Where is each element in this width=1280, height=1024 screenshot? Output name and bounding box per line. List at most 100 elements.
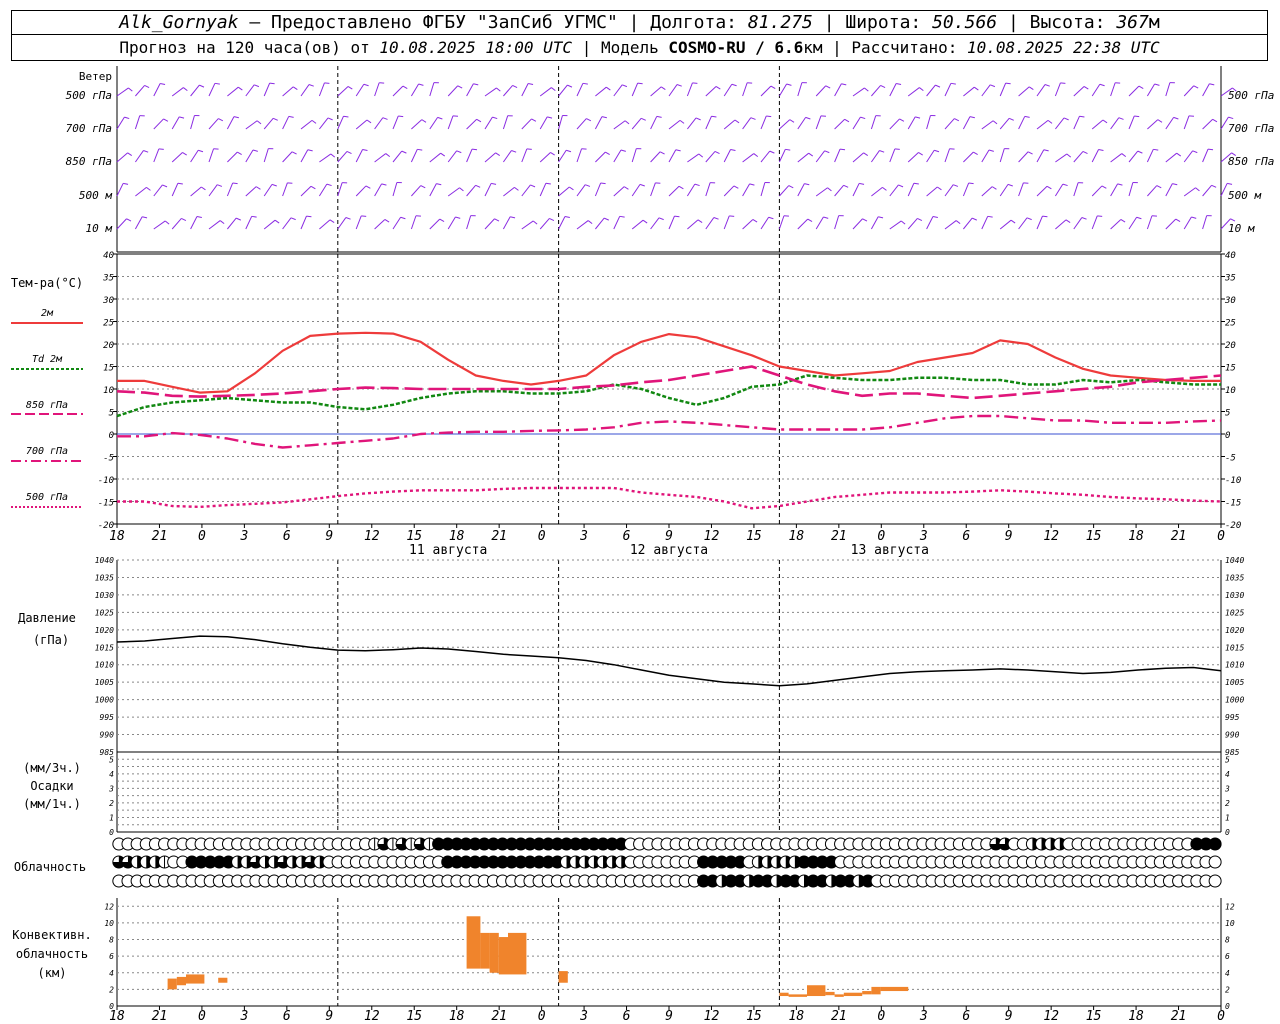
precip-unit-3h: (мм/3ч.): [23, 761, 81, 775]
wind-barb-feather: [496, 87, 501, 92]
wind-barb: [392, 216, 402, 230]
wind-barb: [558, 84, 568, 97]
wind-barb: [944, 118, 955, 130]
wind-barb-feather: [882, 186, 887, 191]
cloud-cover-mark: [496, 856, 509, 868]
cloud-cover-mark: [450, 856, 463, 868]
wind-barb: [1054, 183, 1064, 197]
wind-barb: [1147, 185, 1158, 197]
wind-barb: [1036, 84, 1046, 97]
wind-barb-feather: [862, 218, 868, 222]
wind-barb: [723, 149, 732, 163]
conv-tick-label-right: 10: [1225, 919, 1235, 928]
wind-barb: [208, 83, 216, 97]
cloud-cover-mark: [1190, 838, 1203, 850]
cloud-cover-mark: [551, 856, 564, 868]
time-label-temp: 3: [579, 529, 588, 544]
wind-barb-feather: [623, 186, 629, 190]
wind-level-700hpa-right: 700 гПа: [1228, 122, 1274, 135]
wind-barb-feather: [272, 117, 278, 121]
run-time: 10.08.2025 18:00 UTC: [379, 38, 573, 57]
wind-barb: [1110, 117, 1120, 130]
model-label: | Модель: [572, 38, 669, 57]
wind-barb: [963, 217, 973, 230]
wind-barb-feather: [808, 152, 814, 157]
temp-tick-label-left: 20: [103, 341, 114, 351]
cloud-cover-mark: [213, 856, 226, 868]
wind-barb: [687, 219, 699, 230]
wind-barb: [834, 184, 844, 197]
wind-barb-feather: [182, 152, 187, 156]
cloud-cover-mark: [724, 856, 737, 868]
wind-barb: [907, 116, 916, 130]
wind-barb: [981, 216, 989, 230]
time-label-temp: 15: [406, 529, 422, 544]
wind-barb-feather: [678, 185, 684, 190]
wind-barb-feather: [658, 217, 664, 221]
wind-barb: [245, 186, 257, 197]
time-label-temp: 6: [962, 529, 970, 544]
wind-barb: [668, 119, 681, 130]
time-label-bottom: 21: [152, 1009, 168, 1024]
cloud-cover-mark: [204, 856, 217, 868]
wind-barb-feather: [160, 83, 166, 86]
forecast-prefix: Прогноз на 120 часа(ов) от: [119, 38, 380, 57]
pressure-tick-label-left: 1000: [95, 696, 114, 705]
wind-barb-feather: [162, 184, 168, 188]
wind-barb-feather: [510, 216, 516, 219]
wind-barb-feather: [252, 149, 258, 152]
pressure-tick-label-left: 1030: [95, 591, 114, 600]
time-label-temp: 12: [364, 529, 380, 544]
wind-barb-feather: [1010, 219, 1016, 224]
wind-barb-feather: [954, 118, 960, 122]
pressure-tick-label-right: 1030: [1225, 591, 1244, 600]
temp-tick-label-left: 10: [103, 386, 114, 396]
wind-barb-feather: [528, 83, 534, 86]
wind-barb-feather: [1191, 216, 1197, 219]
wind-barb: [1073, 151, 1084, 163]
wind-barb-feather: [824, 150, 830, 154]
pressure-unit: (гПа): [33, 633, 69, 647]
wind-barb: [392, 150, 403, 163]
wind-barb-feather: [880, 84, 886, 89]
wind-barb: [171, 116, 180, 130]
precip-tick-label-left: 0: [109, 828, 114, 837]
wind-barb-feather: [935, 84, 941, 88]
wind-barb: [227, 151, 238, 163]
wind-barb-feather: [292, 86, 298, 90]
precip-tick-label-left: 4: [109, 770, 114, 779]
cloud-cover-mark: [414, 838, 427, 850]
wind-barb: [392, 115, 399, 130]
wind-barb: [227, 86, 239, 97]
wind-barb: [245, 149, 254, 163]
precip-unit-1h: (мм/1ч.): [23, 797, 81, 811]
pressure-tick-label-right: 990: [1225, 731, 1240, 740]
wind-barb: [631, 148, 637, 163]
wind-barb: [245, 120, 258, 130]
wind-barb: [613, 149, 622, 163]
conv-unit: (км): [38, 966, 67, 980]
temp-tick-label-right: 35: [1224, 274, 1236, 284]
wind-barb-feather: [199, 84, 205, 88]
wind-barb-feather: [459, 187, 464, 192]
wind-barb-feather: [126, 218, 132, 222]
wind-barb-feather: [232, 182, 238, 185]
wind-barb: [190, 84, 200, 97]
wind-barb-feather: [1026, 217, 1032, 221]
wind-barb-feather: [769, 150, 775, 154]
wind-barb-feather: [731, 83, 737, 87]
time-label-temp: 9: [1005, 529, 1013, 544]
wind-barb: [686, 183, 696, 197]
legend-td2m-label: Td 2м: [32, 354, 63, 365]
conv-tick-label-left: 12: [104, 902, 114, 911]
wind-barb-feather: [640, 117, 646, 121]
wind-level-850hpa: 850 гПа: [66, 155, 112, 168]
wind-barb: [1091, 215, 1098, 230]
wind-barb-feather: [1176, 152, 1182, 157]
model-name: COSMO-RU / 6.6: [668, 38, 804, 57]
wind-barb: [539, 183, 547, 197]
cloud-cover-mark: [752, 875, 765, 887]
wind-barb-feather: [713, 217, 719, 220]
wind-barb: [907, 183, 915, 197]
